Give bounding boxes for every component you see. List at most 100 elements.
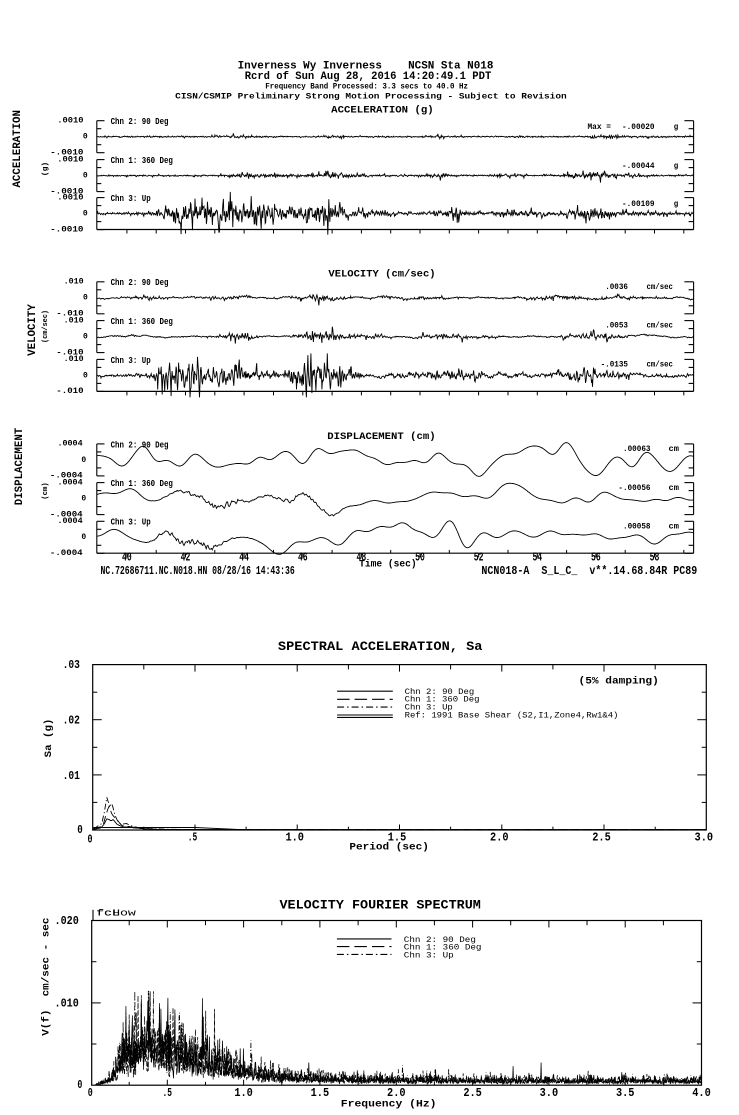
svg-text:56: 56 bbox=[591, 550, 601, 564]
svg-text:-.0135: -.0135 bbox=[601, 360, 628, 370]
svg-text:0: 0 bbox=[81, 532, 86, 542]
svg-text:g: g bbox=[674, 122, 679, 132]
svg-text:0: 0 bbox=[83, 293, 88, 303]
svg-text:3.0: 3.0 bbox=[540, 1087, 559, 1100]
svg-text:g: g bbox=[674, 161, 679, 171]
svg-text:(5% damping): (5% damping) bbox=[579, 676, 659, 688]
svg-text:Chn 3: Up: Chn 3: Up bbox=[405, 702, 453, 712]
svg-text:48: 48 bbox=[357, 550, 367, 564]
svg-text:CISN/CSMIP Preliminary Strong: CISN/CSMIP Preliminary Strong Motion Pro… bbox=[175, 92, 567, 102]
svg-text:Time (sec): Time (sec) bbox=[359, 559, 417, 571]
svg-text:DISPLACEMENT (cm): DISPLACEMENT (cm) bbox=[327, 431, 435, 443]
svg-text:0: 0 bbox=[77, 823, 83, 837]
svg-text:Rcrd of Sun Aug 28, 2016 14:20: Rcrd of Sun Aug 28, 2016 14:20:49.1 PDT bbox=[245, 71, 492, 83]
svg-text:Chn 3: Up: Chn 3: Up bbox=[111, 193, 151, 204]
svg-text:Chn 2: 90 Deg: Chn 2: 90 Deg bbox=[404, 935, 476, 945]
svg-text:Chn 2: 90 Deg: Chn 2: 90 Deg bbox=[405, 687, 475, 697]
svg-text:2.5: 2.5 bbox=[592, 832, 611, 845]
svg-text:.010: .010 bbox=[64, 315, 84, 325]
svg-text:Inverness Wy Inverness NCSN: Inverness Wy Inverness NCSN Sta N018 bbox=[238, 61, 494, 73]
svg-text:.0010: .0010 bbox=[57, 192, 83, 202]
svg-text:0: 0 bbox=[83, 370, 88, 380]
svg-text:52: 52 bbox=[474, 550, 484, 564]
svg-text:0: 0 bbox=[83, 171, 88, 181]
svg-text:.0010: .0010 bbox=[57, 154, 83, 164]
svg-text:1.0: 1.0 bbox=[285, 832, 304, 845]
svg-text:Chn 3: Up: Chn 3: Up bbox=[111, 517, 151, 528]
svg-text:.010: .010 bbox=[64, 354, 84, 364]
svg-text:Period (sec): Period (sec) bbox=[349, 842, 429, 853]
svg-text:1.5: 1.5 bbox=[388, 832, 407, 845]
svg-text:.010: .010 bbox=[64, 277, 84, 287]
svg-text:V(f) cm/sec - sec: V(f) cm/sec - sec bbox=[41, 918, 53, 1036]
svg-text:-.010: -.010 bbox=[56, 347, 83, 357]
svg-text:.020: .020 bbox=[55, 914, 79, 928]
svg-text:-.0010: -.0010 bbox=[50, 186, 83, 196]
svg-text:46: 46 bbox=[298, 550, 308, 564]
svg-text:cm: cm bbox=[669, 444, 679, 454]
svg-text:-.0010: -.0010 bbox=[50, 224, 83, 234]
svg-text:Chn 2: 90 Deg: Chn 2: 90 Deg bbox=[111, 439, 169, 450]
svg-text:.5: .5 bbox=[188, 832, 198, 845]
svg-text:Chn 1: 360 Deg: Chn 1: 360 Deg bbox=[111, 478, 174, 489]
svg-text:2.5: 2.5 bbox=[463, 1087, 482, 1100]
svg-text:NC.72686711.NC.N018.HN 08/28/1: NC.72686711.NC.N018.HN 08/28/16 14:43:36 bbox=[101, 565, 295, 578]
svg-text:.0053: .0053 bbox=[605, 321, 628, 331]
svg-text:42: 42 bbox=[181, 550, 191, 564]
svg-text:Chn 3: Up: Chn 3: Up bbox=[404, 951, 454, 961]
svg-text:Frequency (Hz): Frequency (Hz) bbox=[341, 1098, 437, 1109]
svg-text:3.0: 3.0 bbox=[695, 832, 714, 845]
svg-text:0: 0 bbox=[88, 1087, 93, 1100]
svg-text:SPECTRAL ACCELERATION, Sa: SPECTRAL ACCELERATION, Sa bbox=[278, 640, 483, 654]
svg-text:0: 0 bbox=[81, 455, 86, 465]
svg-text:.0010: .0010 bbox=[57, 115, 83, 125]
svg-text:.0036: .0036 bbox=[605, 282, 628, 292]
svg-text:fcLow: fcLow bbox=[96, 909, 137, 919]
svg-text:fcH: fcH bbox=[96, 909, 120, 919]
svg-text:2.0: 2.0 bbox=[490, 832, 509, 845]
svg-text:2.0: 2.0 bbox=[387, 1087, 406, 1100]
svg-text:0: 0 bbox=[83, 332, 88, 342]
svg-text:54: 54 bbox=[532, 550, 542, 564]
svg-text:cm: cm bbox=[669, 522, 679, 532]
svg-text:.010: .010 bbox=[55, 997, 79, 1011]
svg-text:40: 40 bbox=[122, 550, 132, 564]
svg-text:-.010: -.010 bbox=[56, 309, 83, 319]
svg-text:-.00056: -.00056 bbox=[618, 483, 650, 493]
svg-text:0: 0 bbox=[81, 494, 86, 504]
svg-text:58: 58 bbox=[650, 550, 660, 564]
svg-text:-.0010: -.0010 bbox=[50, 147, 83, 157]
svg-text:Chn 1: 360 Deg: Chn 1: 360 Deg bbox=[111, 316, 174, 327]
svg-text:cm/sec: cm/sec bbox=[647, 321, 673, 331]
svg-text:Chn 1: 360 Deg: Chn 1: 360 Deg bbox=[404, 943, 482, 953]
svg-text:.02: .02 bbox=[63, 714, 80, 728]
svg-text:cm: cm bbox=[669, 483, 679, 493]
svg-text:.00063: .00063 bbox=[623, 444, 651, 454]
svg-text:cm/sec: cm/sec bbox=[647, 360, 673, 370]
svg-text:0: 0 bbox=[88, 834, 93, 847]
svg-text:-.00044: -.00044 bbox=[622, 161, 655, 171]
svg-text:NCN018-A S_L_C_ v**.14.68.84: NCN018-A S_L_C_ v**.14.68.84R PC89 bbox=[481, 565, 697, 578]
svg-text:50: 50 bbox=[415, 550, 425, 564]
svg-text:VELOCITY: VELOCITY bbox=[27, 304, 39, 356]
svg-text:Chn 3: Up: Chn 3: Up bbox=[111, 355, 151, 366]
svg-text:4.0: 4.0 bbox=[692, 1087, 711, 1100]
svg-text:1.5: 1.5 bbox=[311, 1087, 330, 1100]
svg-text:g: g bbox=[674, 199, 679, 209]
svg-text:-.0004: -.0004 bbox=[50, 471, 83, 481]
svg-text:VELOCITY (cm/sec): VELOCITY (cm/sec) bbox=[328, 269, 435, 281]
svg-text:DISPLACEMENT: DISPLACEMENT bbox=[14, 427, 26, 505]
svg-text:Chn 1: 360 Deg: Chn 1: 360 Deg bbox=[111, 155, 174, 166]
svg-text:.0004: .0004 bbox=[58, 439, 83, 449]
svg-text:(cm): (cm) bbox=[42, 482, 50, 500]
svg-text:VELOCITY FOURIER SPECTRUM: VELOCITY FOURIER SPECTRUM bbox=[280, 899, 481, 913]
svg-text:Max =: Max = bbox=[588, 122, 611, 132]
svg-text:-.0004: -.0004 bbox=[50, 509, 83, 519]
svg-text:1.0: 1.0 bbox=[234, 1087, 253, 1100]
svg-text:Chn 2: 90 Deg: Chn 2: 90 Deg bbox=[111, 277, 169, 288]
svg-text:.0004: .0004 bbox=[58, 477, 83, 487]
svg-text:ACCELERATION (g): ACCELERATION (g) bbox=[331, 105, 434, 117]
svg-text:cm/sec: cm/sec bbox=[647, 282, 673, 292]
svg-text:0: 0 bbox=[83, 209, 88, 219]
svg-text:.5: .5 bbox=[163, 1087, 173, 1100]
